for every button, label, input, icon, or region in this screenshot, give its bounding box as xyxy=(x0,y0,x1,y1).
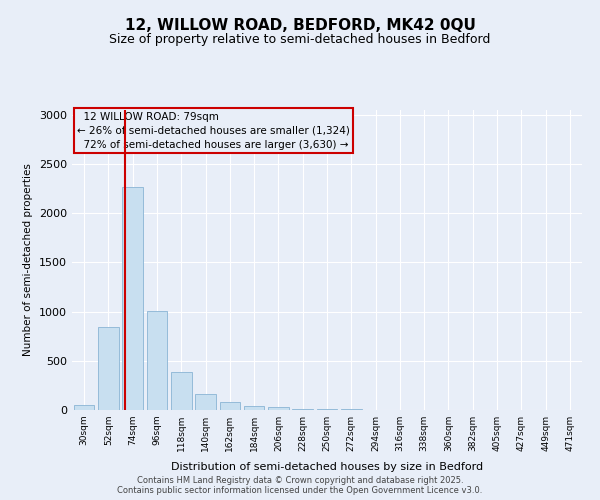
Text: Contains HM Land Registry data © Crown copyright and database right 2025.
Contai: Contains HM Land Registry data © Crown c… xyxy=(118,476,482,495)
Bar xyxy=(195,394,216,410)
X-axis label: Distribution of semi-detached houses by size in Bedford: Distribution of semi-detached houses by … xyxy=(171,462,483,472)
Bar xyxy=(317,409,337,410)
Bar xyxy=(244,406,265,410)
Text: 12 WILLOW ROAD: 79sqm
← 26% of semi-detached houses are smaller (1,324)
  72% of: 12 WILLOW ROAD: 79sqm ← 26% of semi-deta… xyxy=(77,112,350,150)
Bar xyxy=(292,408,313,410)
Text: Size of property relative to semi-detached houses in Bedford: Size of property relative to semi-detach… xyxy=(109,32,491,46)
Bar xyxy=(220,402,240,410)
Bar xyxy=(268,407,289,410)
Text: 12, WILLOW ROAD, BEDFORD, MK42 0QU: 12, WILLOW ROAD, BEDFORD, MK42 0QU xyxy=(125,18,475,32)
Bar xyxy=(146,310,167,410)
Bar xyxy=(122,186,143,410)
Y-axis label: Number of semi-detached properties: Number of semi-detached properties xyxy=(23,164,34,356)
Bar xyxy=(341,409,362,410)
Bar xyxy=(74,405,94,410)
Bar xyxy=(171,372,191,410)
Bar xyxy=(98,328,119,410)
